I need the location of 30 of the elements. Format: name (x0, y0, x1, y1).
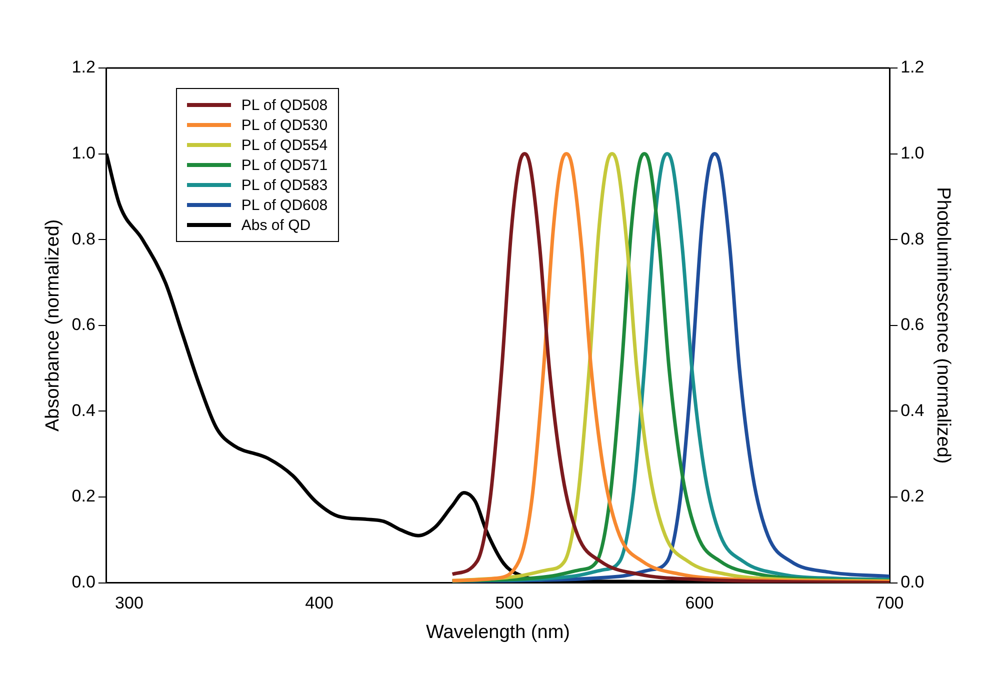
x-tick-label: 600 (685, 594, 714, 613)
y2-axis-title: Photoluminescence (normalized) (932, 187, 954, 464)
y-tick-label: 0.4 (72, 400, 96, 420)
x-tick-label: 500 (495, 594, 524, 613)
y-tick-label: 0.2 (72, 486, 96, 506)
x-tick-label: 300 (115, 594, 144, 613)
y-tick-label: 0.6 (72, 315, 96, 334)
y2-tick-label: 0.0 (900, 572, 924, 592)
y2-tick-label: 1.2 (900, 58, 924, 77)
x-tick-label: 400 (305, 594, 334, 613)
y2-tick-label: 1.0 (900, 143, 924, 162)
y2-tick-label: 0.8 (900, 229, 924, 248)
legend-label: PL of QD571 (241, 156, 328, 174)
y-axis-title: Absorbance (normalized) (42, 219, 64, 432)
y2-tick-label: 0.6 (900, 315, 924, 334)
legend-label: PL of QD554 (241, 136, 328, 154)
y-tick-label: 1.2 (72, 58, 96, 77)
legend-label: PL of QD608 (241, 196, 328, 214)
legend-label: PL of QD583 (241, 176, 328, 194)
legend-label: PL of QD530 (241, 116, 328, 134)
line-series (450, 152, 890, 583)
x-axis-title: Wavelength (nm) (426, 622, 570, 643)
y-tick-label: 0.8 (72, 229, 96, 248)
y-tick-label: 0.0 (72, 572, 96, 592)
legend-label: PL of QD508 (241, 96, 328, 114)
y2-tick-label: 0.4 (900, 400, 924, 420)
y-tick-label: 1.0 (72, 143, 96, 162)
x-tick-label: 700 (875, 594, 904, 613)
y2-tick-label: 0.2 (900, 486, 924, 506)
legend-label: Abs of QD (241, 216, 311, 234)
